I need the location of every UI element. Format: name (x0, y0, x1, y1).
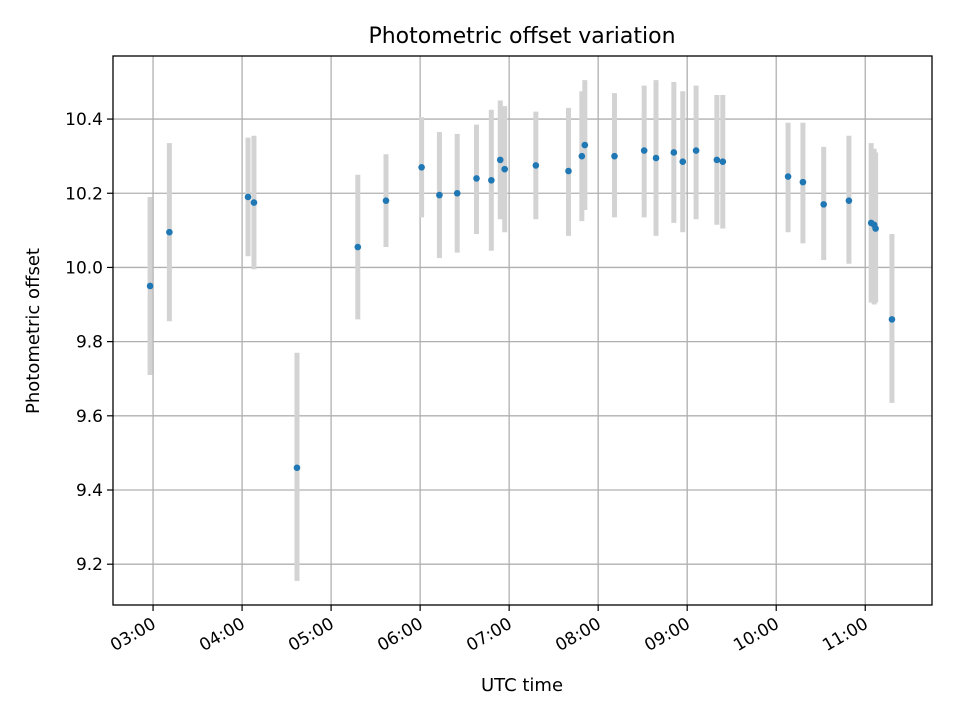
data-point (532, 162, 540, 169)
data-point (166, 228, 173, 236)
data-point (692, 147, 700, 154)
data-point (845, 197, 853, 204)
grid-lines (113, 56, 932, 605)
y-tick-label: 10.2 (65, 184, 103, 204)
data-point (565, 167, 572, 175)
x-axis-label: UTC time (481, 675, 563, 696)
data-point (250, 199, 258, 206)
data-point (640, 147, 648, 154)
data-point (293, 464, 301, 472)
data-point (888, 316, 896, 323)
data-point (453, 189, 461, 197)
y-axis-label: Photometric offset (23, 248, 44, 414)
data-point (436, 191, 443, 199)
y-tick-label: 10.0 (65, 258, 103, 278)
y-tick-label: 9.8 (76, 333, 103, 353)
data-point (719, 158, 727, 166)
y-tick-label: 10.4 (65, 110, 103, 130)
data-point (418, 163, 425, 171)
data-point (501, 165, 508, 173)
data-point (679, 158, 687, 166)
chart-title: Photometric offset variation (368, 24, 675, 49)
data-point (496, 156, 504, 164)
y-tick-label: 9.6 (76, 407, 103, 427)
data-point (872, 225, 879, 232)
data-point (784, 173, 792, 180)
data-point (652, 154, 660, 162)
data-point (713, 156, 721, 164)
data-point (581, 141, 589, 149)
data-point (488, 176, 495, 184)
data-point (146, 282, 154, 290)
y-tick-label: 9.2 (76, 555, 103, 575)
y-tick-label: 9.4 (76, 481, 103, 501)
data-point (820, 201, 827, 208)
data-point (799, 178, 807, 186)
data-points (146, 141, 896, 472)
data-point (473, 175, 480, 182)
data-point (354, 243, 362, 251)
data-point (382, 197, 390, 204)
data-point (670, 149, 678, 156)
data-point (611, 152, 618, 160)
data-point (244, 193, 252, 201)
plot-frame (112, 55, 933, 606)
data-point (578, 152, 586, 160)
